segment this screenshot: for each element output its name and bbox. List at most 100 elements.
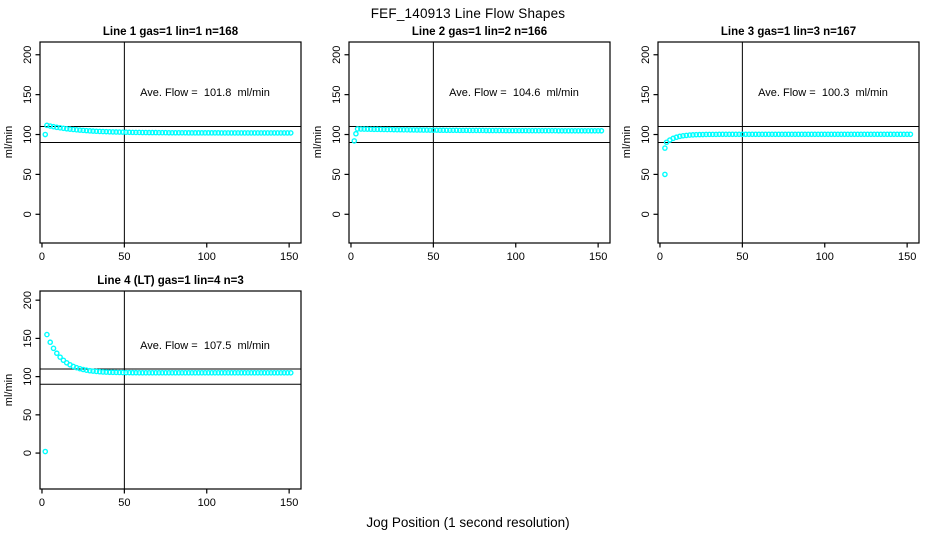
y-tick-label: 100 (640, 125, 652, 143)
data-point (83, 367, 90, 373)
data-point (149, 369, 156, 376)
data-point (106, 129, 113, 135)
ave-flow-annotation-line-2: Ave. Flow = 104.6 ml/min (449, 87, 579, 99)
data-point (775, 131, 782, 138)
data-point (802, 131, 808, 138)
data-point (384, 126, 391, 133)
data-point (821, 131, 828, 138)
data-point (54, 350, 60, 357)
data-point (116, 369, 123, 376)
data-point (287, 369, 294, 376)
plot-box (39, 290, 302, 490)
data-point (662, 171, 668, 178)
data-point (278, 130, 284, 136)
data-point (414, 127, 420, 133)
data-point (742, 131, 749, 138)
panel-title-line-4: Line 4 (LT) gas=1 lin=4 n=3 (97, 275, 244, 287)
data-point (44, 122, 50, 129)
data-point (499, 127, 506, 134)
data-point (729, 131, 736, 138)
data-point (255, 369, 261, 376)
data-point (235, 369, 241, 376)
data-point (274, 130, 281, 136)
data-point (166, 129, 172, 136)
data-point (261, 130, 268, 136)
data-point (891, 131, 897, 138)
data-point (231, 369, 238, 376)
data-point (222, 130, 228, 136)
data-point (264, 369, 271, 376)
plot-box (39, 41, 302, 244)
data-point (50, 123, 57, 130)
panel-title-line-2: Line 2 gas=1 lin=2 n=166 (411, 26, 548, 38)
data-point (192, 130, 199, 136)
data-point (585, 127, 592, 134)
data-point (427, 127, 433, 133)
data-point (545, 127, 552, 134)
data-point (562, 127, 568, 134)
data-point (215, 369, 222, 376)
x-tick-label: 100 (198, 497, 216, 509)
data-point (152, 369, 159, 376)
data-point (175, 129, 182, 136)
y-tick-label: 100 (22, 125, 34, 143)
data-point (361, 126, 367, 132)
data-point (713, 131, 719, 138)
data-point (358, 126, 364, 132)
data-point (374, 126, 381, 133)
data-point (782, 131, 789, 138)
data-point (894, 131, 901, 138)
data-point (47, 123, 54, 129)
data-point (110, 129, 116, 135)
data-point (116, 129, 123, 135)
data-point (700, 131, 706, 138)
data-point (901, 131, 907, 138)
data-point (228, 369, 235, 376)
data-point (598, 127, 605, 134)
data-point (119, 129, 126, 135)
data-point (175, 369, 182, 376)
data-point (129, 369, 136, 376)
data-point (512, 127, 519, 134)
data-point (136, 129, 142, 136)
data-point (516, 127, 522, 134)
data-point (864, 131, 871, 138)
x-tick-label: 0 (39, 497, 45, 509)
data-point (792, 131, 798, 138)
data-point (509, 127, 516, 134)
data-point (756, 131, 762, 138)
y-tick-label: 150 (22, 329, 34, 347)
data-point (387, 126, 394, 133)
data-point (709, 131, 716, 138)
data-point (519, 127, 526, 134)
data-point (251, 130, 258, 136)
data-point (552, 127, 559, 134)
plot-box (657, 41, 920, 244)
data-point (529, 127, 536, 134)
data-point (202, 369, 208, 376)
data-point (746, 131, 752, 138)
data-point (788, 131, 795, 138)
data-point (146, 369, 152, 376)
plot-area-line-4: 0 50 100 150 0 50 100 150 200 (22, 290, 302, 509)
data-point (785, 131, 792, 138)
data-point (133, 129, 139, 136)
x-tick-label: 50 (427, 251, 439, 263)
data-point (42, 448, 49, 455)
data-point (759, 131, 765, 138)
y-tick-label: 50 (22, 168, 34, 180)
data-point (739, 131, 746, 138)
data-point (228, 130, 235, 136)
data-point (67, 126, 73, 132)
data-point (172, 369, 179, 376)
data-point (162, 129, 169, 136)
data-point (215, 130, 222, 136)
data-point (808, 131, 815, 138)
data-point (205, 130, 212, 136)
y-tick-label: 0 (22, 450, 34, 456)
data-point (208, 369, 215, 376)
data-point (440, 127, 447, 134)
data-point (248, 369, 255, 376)
data-point (575, 127, 582, 134)
data-point (189, 369, 195, 376)
